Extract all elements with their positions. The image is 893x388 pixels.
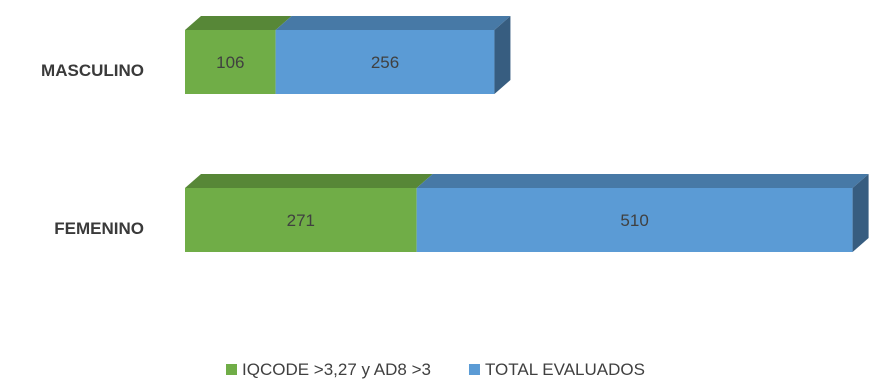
bar-side-series-2-femenino	[852, 174, 869, 252]
legend-swatch-2	[468, 364, 480, 375]
legend-label-1: IQCODE >3,27 y AD8 >3	[242, 360, 431, 379]
data-label-series-2-masculino: 256	[371, 53, 399, 72]
bar-series-2-femenino	[416, 188, 853, 252]
legend-swatch-1	[226, 364, 237, 375]
bar-series-1-femenino	[185, 188, 417, 252]
category-label-masculino: MASCULINO	[41, 61, 144, 80]
bar-series-1-masculino	[185, 30, 276, 94]
legend-label-2: TOTAL EVALUADOS	[485, 360, 645, 379]
bar-top-series-2-masculino	[275, 16, 511, 30]
bar-top-series-1-masculino	[185, 16, 292, 30]
bar-side-series-2-masculino	[494, 16, 511, 94]
data-label-series-2-femenino: 510	[620, 211, 648, 230]
data-label-series-1-femenino: 271	[287, 211, 315, 230]
bar-series-2-masculino	[275, 30, 495, 94]
bar-top-series-1-femenino	[185, 174, 433, 188]
category-label-femenino: FEMENINO	[54, 219, 144, 238]
data-label-series-1-masculino: 106	[216, 53, 244, 72]
bar-top-series-2-femenino	[416, 174, 869, 188]
